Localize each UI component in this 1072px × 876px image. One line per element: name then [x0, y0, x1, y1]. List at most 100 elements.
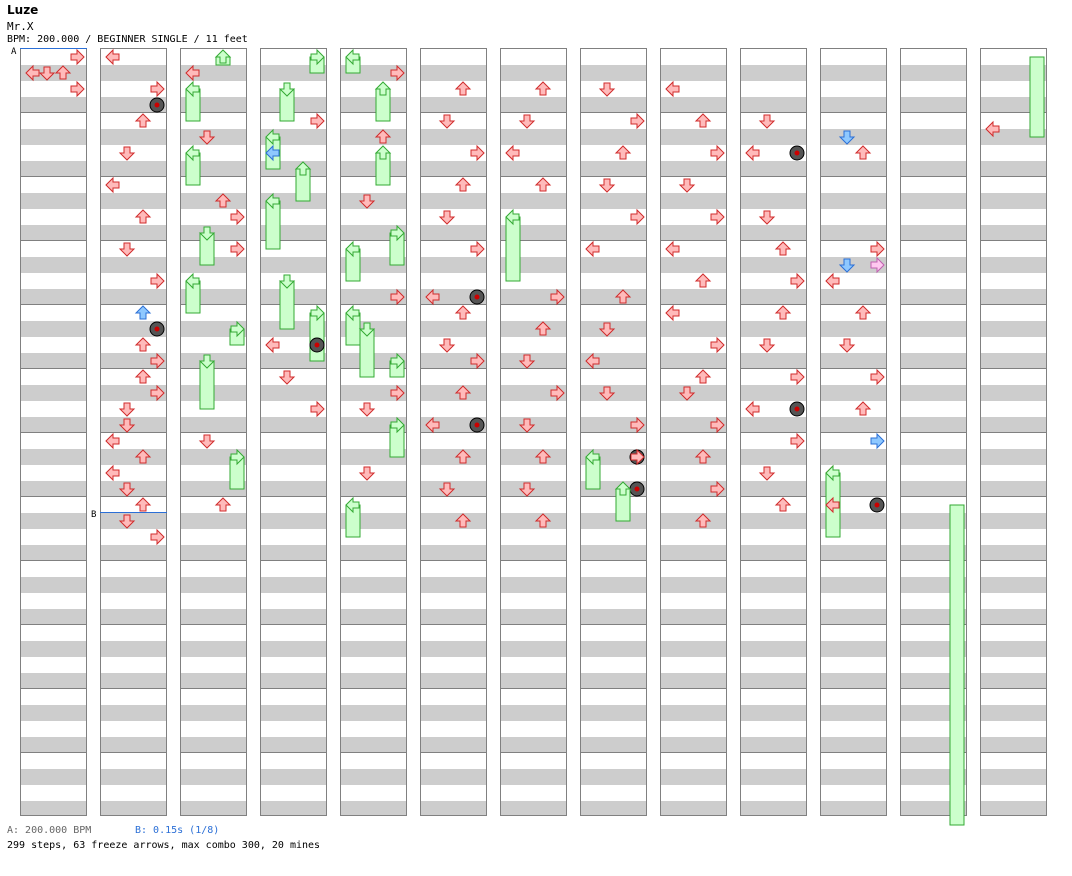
arrow-right-icon: [390, 64, 405, 82]
freeze-arrow-head-icon: [345, 496, 360, 514]
freeze-arrow-head-icon: [345, 304, 360, 322]
measure-line: [501, 368, 566, 369]
measure-line: [981, 752, 1046, 753]
measure-line: [21, 112, 86, 113]
measure-line: [821, 304, 886, 305]
arrow-down-icon: [438, 114, 456, 129]
arrow-left-icon: [25, 64, 40, 82]
bpm-marker-a-line: [20, 48, 87, 49]
measure-line: [741, 304, 806, 305]
arrow-right-icon: [710, 480, 725, 498]
arrow-down-icon: [438, 210, 456, 225]
measure-line: [821, 688, 886, 689]
measure-line: [421, 432, 486, 433]
mine-icon: [789, 145, 805, 161]
measure-line: [901, 688, 966, 689]
measure-line: [661, 304, 726, 305]
measure-line: [341, 624, 406, 625]
measure-line: [181, 560, 246, 561]
arrow-up-icon: [854, 401, 872, 416]
measure-line: [741, 240, 806, 241]
stop-marker-b: B: [91, 510, 97, 520]
note-layer: [25, 48, 85, 98]
measure-line: [181, 688, 246, 689]
arrow-up-icon: [694, 369, 712, 384]
arrow-left-icon: [265, 336, 280, 354]
freeze-arrow-head-icon: [294, 161, 312, 176]
arrow-left-icon: [985, 120, 1000, 138]
arrow-up-icon: [694, 449, 712, 464]
freeze-arrow-head-icon: [345, 48, 360, 66]
arrow-up-icon: [534, 321, 552, 336]
measure-line: [661, 112, 726, 113]
arrow-up-icon: [134, 209, 152, 224]
arrow-down-icon: [358, 402, 376, 417]
arrow-up-icon: [214, 497, 232, 512]
measure-line: [901, 304, 966, 305]
song-title: Luze: [7, 3, 39, 17]
arrow-right-icon: [150, 528, 165, 546]
bpm-legend: A: 200.000 BPM: [7, 825, 92, 836]
arrow-up-icon: [694, 513, 712, 528]
freeze-arrow-head-icon: [265, 128, 280, 146]
mine-icon: [469, 289, 485, 305]
arrow-down-icon: [598, 82, 616, 97]
measure-line: [661, 752, 726, 753]
measure-line: [581, 304, 646, 305]
arrow-up-icon: [854, 305, 872, 320]
measure-line: [981, 688, 1046, 689]
arrow-right-icon: [870, 240, 885, 258]
measure-line: [581, 240, 646, 241]
arrow-right-icon: [390, 288, 405, 306]
measure-line: [741, 496, 806, 497]
measure-line: [181, 496, 246, 497]
arrow-down-icon: [198, 434, 216, 449]
blue-arrow-icon: [838, 258, 856, 273]
chart-column: [580, 48, 647, 816]
measure-line: [501, 624, 566, 625]
arrow-down-icon: [758, 114, 776, 129]
chart-column: [900, 48, 967, 826]
chart-column: [660, 48, 727, 816]
measure-line: [21, 752, 86, 753]
measure-line: [21, 368, 86, 369]
measure-line: [501, 304, 566, 305]
arrow-down-icon: [358, 466, 376, 481]
measure-line: [901, 112, 966, 113]
measure-line: [981, 432, 1046, 433]
arrow-right-icon: [710, 336, 725, 354]
measure-line: [661, 432, 726, 433]
measure-line: [501, 240, 566, 241]
measure-line: [101, 752, 166, 753]
note-layer: [745, 114, 805, 512]
freeze-arrow-head-icon: [278, 274, 296, 289]
arrow-down-icon: [518, 114, 536, 129]
freeze-arrow-head-icon: [198, 226, 216, 241]
note-layer: [105, 48, 165, 546]
arrow-right-icon: [550, 384, 565, 402]
arrow-down-icon: [118, 402, 136, 417]
arrow-up-icon: [454, 513, 472, 528]
song-artist: Mr.X: [7, 20, 34, 33]
arrow-left-icon: [665, 304, 680, 322]
freeze-arrow-head-icon: [585, 448, 600, 466]
arrow-left-icon: [105, 176, 120, 194]
arrow-left-icon: [665, 240, 680, 258]
note-layer: [425, 81, 485, 528]
measure-line: [901, 624, 966, 625]
freeze-arrow-head-icon: [214, 49, 232, 64]
arrow-right-icon: [470, 352, 485, 370]
arrow-left-icon: [585, 240, 600, 258]
arrow-up-icon: [534, 449, 552, 464]
arrow-left-icon: [425, 288, 440, 306]
measure-line: [501, 688, 566, 689]
measure-line: [261, 688, 326, 689]
mine-icon: [869, 497, 885, 513]
freeze-arrow-head-icon: [185, 144, 200, 162]
measure-line: [181, 624, 246, 625]
arrow-down-icon: [758, 338, 776, 353]
measure-line: [741, 560, 806, 561]
note-layer: [345, 48, 405, 538]
arrow-left-icon: [425, 416, 440, 434]
chart-column: [100, 48, 167, 816]
